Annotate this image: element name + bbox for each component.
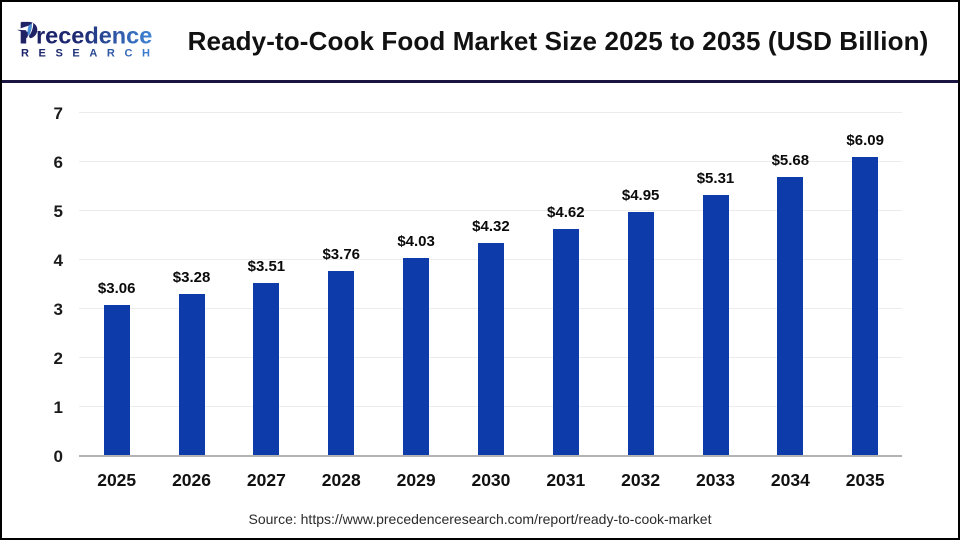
svg-text:RESEARCH: RESEARCH xyxy=(21,47,160,59)
svg-text:recedence: recedence xyxy=(36,23,152,49)
